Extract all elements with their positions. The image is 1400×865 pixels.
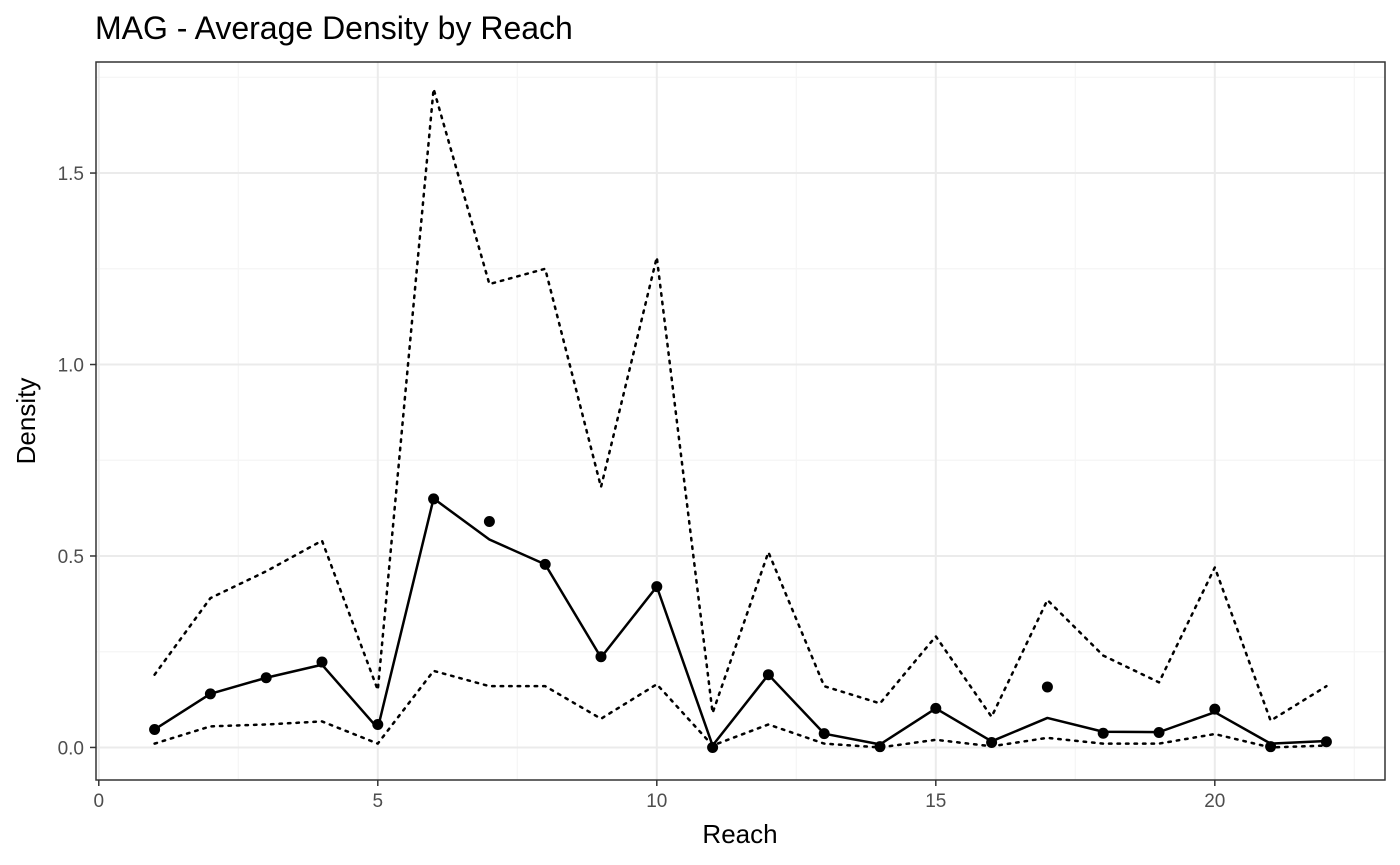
data-point <box>483 516 495 528</box>
data-point <box>1265 741 1277 753</box>
data-point <box>260 672 272 684</box>
data-point <box>1320 736 1332 748</box>
data-point <box>651 581 663 593</box>
upper-bound-line <box>153 87 1328 722</box>
major-gridlines <box>96 62 1385 780</box>
y-tick-label: 0.5 <box>58 547 84 568</box>
x-tick-label: 10 <box>646 791 667 812</box>
data-point <box>762 669 774 681</box>
data-point <box>149 723 161 735</box>
x-axis-label: Reach <box>702 819 777 849</box>
data-point <box>595 651 607 663</box>
x-tick-label: 5 <box>373 791 384 812</box>
y-tick-label: 0.0 <box>58 738 84 759</box>
data-point <box>316 656 328 668</box>
data-point <box>986 736 998 748</box>
data-point <box>428 493 440 505</box>
data-point <box>1097 727 1109 739</box>
data-point <box>930 702 942 714</box>
mean-density-line <box>153 497 1327 747</box>
points-layer <box>149 493 1332 753</box>
data-point <box>874 741 886 753</box>
series-layer <box>153 87 1328 749</box>
data-point <box>1153 727 1165 739</box>
minor-gridlines <box>96 62 1385 780</box>
data-point <box>372 718 384 730</box>
y-tick-label: 1.5 <box>58 164 84 185</box>
data-point <box>204 688 216 700</box>
x-tick-label: 0 <box>94 791 105 812</box>
x-tick-label: 20 <box>1204 791 1225 812</box>
y-tick-label: 1.0 <box>58 356 84 377</box>
y-axis: 0.0 0.5 1.0 1.5 <box>58 164 96 759</box>
data-point <box>707 741 719 753</box>
chart-title: MAG - Average Density by Reach <box>95 10 573 46</box>
data-point <box>818 728 830 740</box>
data-point <box>1209 703 1221 715</box>
data-point <box>539 558 551 570</box>
x-tick-label: 15 <box>925 791 946 812</box>
y-axis-label: Density <box>11 378 41 465</box>
panel-border <box>95 61 1386 781</box>
data-point <box>1041 681 1053 693</box>
x-axis: 0 5 10 15 20 <box>94 780 1225 812</box>
